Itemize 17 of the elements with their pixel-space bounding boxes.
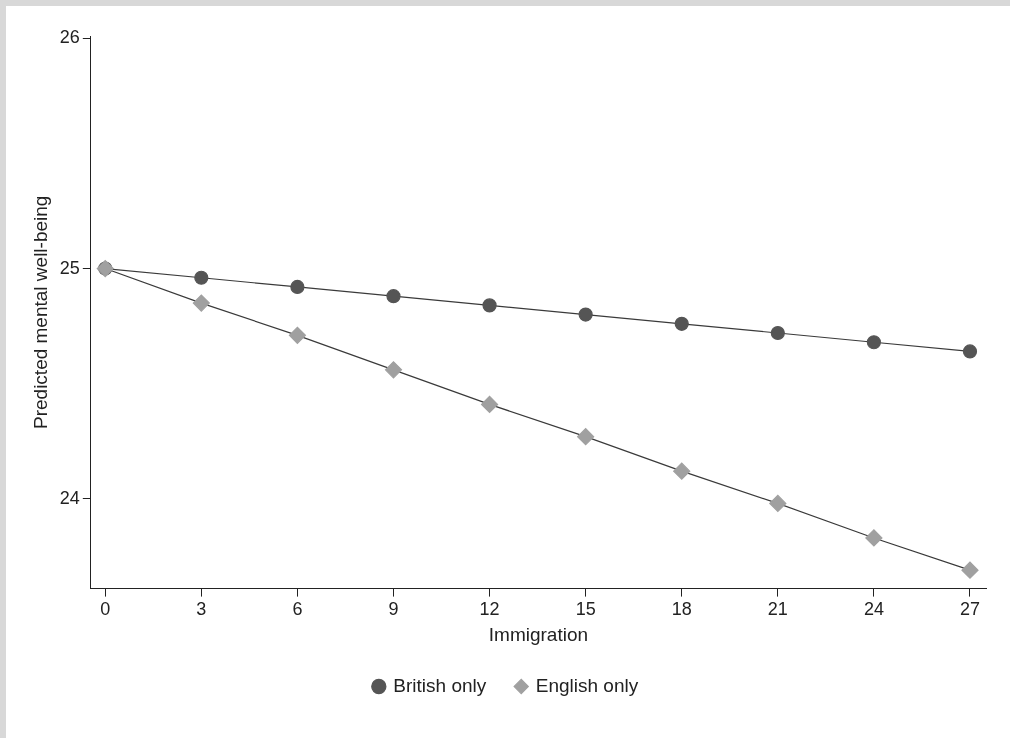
legend-label: English only xyxy=(535,674,639,696)
y-tick-label: 24 xyxy=(59,487,80,508)
legend-label: British only xyxy=(393,674,487,696)
y-tick-label: 26 xyxy=(59,27,80,48)
y-axis-title: Predicted mental well-being xyxy=(29,195,51,429)
x-tick-label: 3 xyxy=(196,599,207,620)
y-tick-label: 25 xyxy=(59,257,80,278)
x-tick-label: 0 xyxy=(100,599,111,620)
x-axis-title: Immigration xyxy=(488,623,589,645)
x-tick-label: 27 xyxy=(959,599,980,620)
x-tick-label: 9 xyxy=(388,599,399,620)
x-tick-label: 12 xyxy=(479,599,500,620)
x-tick-label: 18 xyxy=(671,599,692,620)
x-tick-label: 21 xyxy=(767,599,788,620)
x-tick-label: 24 xyxy=(863,599,884,620)
x-tick-label: 6 xyxy=(292,599,303,620)
x-tick-label: 15 xyxy=(575,599,596,620)
